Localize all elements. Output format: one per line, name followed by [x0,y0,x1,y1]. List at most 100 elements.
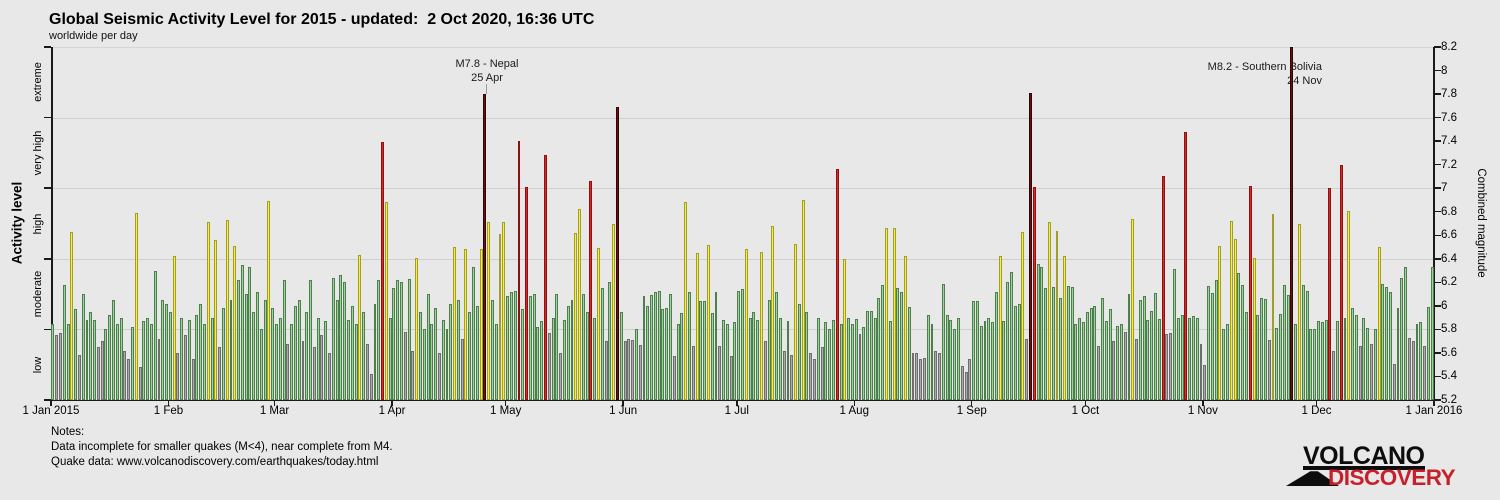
bar [1388,291,1392,400]
bar [146,317,150,400]
bar [714,291,718,400]
bar [1241,284,1245,400]
bar [1411,341,1415,400]
bar [384,202,388,400]
bar [134,212,138,400]
bar [858,334,862,400]
bar [953,329,957,400]
bar [415,257,419,400]
bar [540,321,544,400]
bar [1199,343,1203,400]
bar [1244,311,1248,400]
right-axis-tick-label: 7.4 [1441,135,1457,148]
right-axis-tick-label: 8 [1441,64,1448,77]
bar [490,299,494,400]
bar [1275,328,1279,400]
bar [532,294,536,400]
bar [506,296,510,400]
bar [1263,298,1267,400]
bar [418,311,422,400]
bar [369,374,373,400]
bar [138,367,142,400]
bar [885,228,888,400]
bar [593,317,597,400]
bar [631,339,635,400]
bar [1059,297,1063,400]
bar [100,341,104,400]
annotation-bolivia: M8.2 - Southern Bolivia 24 Nov [1208,60,1322,88]
x-axis-tick [50,401,52,406]
bar [680,312,684,400]
bar [233,245,237,400]
bar [441,319,445,400]
bar [835,169,839,400]
bar [225,219,229,400]
bar [335,299,339,400]
bar [85,319,89,400]
bar [642,296,646,400]
bar [267,201,271,400]
bar [1332,350,1336,400]
bar [316,317,320,400]
activity-band-label: very high [32,130,44,176]
bar [1419,322,1423,400]
bar [945,315,949,400]
bar [778,317,782,400]
bar [1271,214,1275,400]
bar [403,331,407,400]
bar [407,278,411,400]
x-axis-tick [1315,401,1318,406]
bar [437,352,441,400]
bar [1142,296,1146,400]
right-axis-tick-label: 6.4 [1441,252,1457,265]
x-axis-tick-label: 1 Jan 2015 [22,405,80,417]
bar [1396,308,1400,400]
bar [938,352,942,400]
bar [108,315,112,400]
bar [930,323,934,400]
bar [1191,316,1195,400]
bar [475,305,479,400]
bar [544,155,547,400]
bar [206,222,210,400]
bar [400,282,403,400]
bar [964,371,968,400]
bar [843,258,847,400]
bar [456,299,460,400]
bar [957,317,960,400]
bar [1335,321,1339,400]
bar [616,107,619,400]
x-axis-tick-label: 1 Mar [259,405,290,417]
right-axis-tick [1434,210,1441,213]
bar [237,279,241,400]
bar [1017,303,1021,400]
bar [813,358,816,400]
right-axis-tick-label: 5.4 [1441,370,1457,383]
bar [1010,271,1013,400]
right-axis-tick [1434,328,1441,331]
right-axis-tick-label: 6.2 [1441,276,1457,289]
bar [653,291,657,400]
bar [684,202,688,400]
x-axis-tick-label: 1 Oct [1071,405,1100,417]
chart-title: Global Seismic Activity Level for 2015 -… [49,11,595,28]
bar [1127,294,1131,400]
bar [695,252,699,400]
bar [1123,331,1127,400]
bar [74,309,78,400]
bar [581,294,585,400]
bar [1354,315,1358,400]
bar [149,323,153,400]
bar [585,311,589,400]
right-axis-tick [1434,375,1441,378]
bar [578,209,582,400]
bar [737,290,741,400]
bar [809,352,813,400]
x-axis-tick [970,401,973,406]
bar [741,289,744,400]
bar [157,338,161,400]
bar [1161,176,1165,400]
bar [191,358,195,400]
x-axis-tick-label: 1 Jan 2016 [1405,405,1463,417]
bar [1013,305,1017,400]
